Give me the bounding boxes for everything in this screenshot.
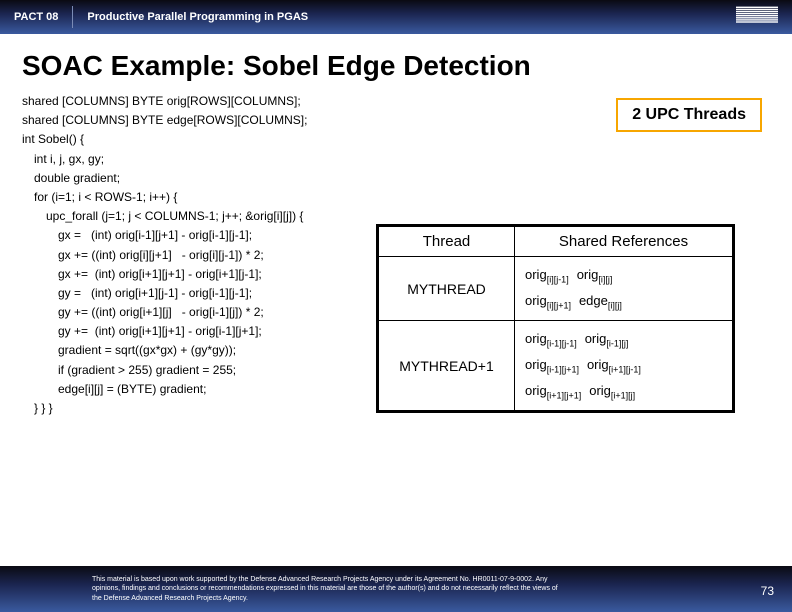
footer-disclaimer: This material is based upon work support… <box>0 575 560 602</box>
slide-footer: This material is based upon work support… <box>0 566 792 612</box>
table-header-thread: Thread <box>379 227 515 257</box>
ref-item: orig[i][j+1] <box>525 289 571 315</box>
ref-item: orig[i+1][j] <box>589 379 635 405</box>
table-header-refs: Shared References <box>515 227 733 257</box>
ref-item: orig[i+1][j-1] <box>587 353 641 379</box>
code-line: for (i=1; i < ROWS-1; i++) { <box>22 188 792 207</box>
shared-refs-table-wrap: Thread Shared References MYTHREADorig[i]… <box>376 224 735 413</box>
code-line: int Sobel() { <box>22 130 792 149</box>
refs-cell: orig[i-1][j-1] orig[i-1][j]orig[i-1][j+1]… <box>515 321 733 411</box>
ref-item: edge[i][j] <box>579 289 622 315</box>
shared-refs-table: Thread Shared References MYTHREADorig[i]… <box>378 226 733 411</box>
ref-item: orig[i+1][j+1] <box>525 379 581 405</box>
thread-cell: MYTHREAD <box>379 257 515 321</box>
upc-threads-box: 2 UPC Threads <box>616 98 762 132</box>
table-row: MYTHREAD orig[i][j-1] orig[i][j]orig[i][j+… <box>379 257 733 321</box>
ref-item: orig[i-1][j-1] <box>525 327 577 353</box>
ref-item: orig[i][j] <box>577 263 613 289</box>
slide-title: SOAC Example: Sobel Edge Detection <box>0 34 792 88</box>
code-line: double gradient; <box>22 169 792 188</box>
header-left: PACT 08 <box>0 6 73 28</box>
thread-cell: MYTHREAD+1 <box>379 321 515 411</box>
slide-header: PACT 08 Productive Parallel Programming … <box>0 0 792 34</box>
page-number: 73 <box>761 584 774 598</box>
ref-item: orig[i][j-1] <box>525 263 569 289</box>
refs-cell: orig[i][j-1] orig[i][j]orig[i][j+1] edge[i… <box>515 257 733 321</box>
ibm-logo-icon <box>736 6 778 24</box>
ref-item: orig[i-1][j] <box>585 327 629 353</box>
table-row: MYTHREAD+1orig[i-1][j-1]orig[i-1][j]orig… <box>379 321 733 411</box>
header-subtitle: Productive Parallel Programming in PGAS <box>73 11 308 23</box>
code-line: int i, j, gx, gy; <box>22 150 792 169</box>
slide-content: shared [COLUMNS] BYTE orig[ROWS][COLUMNS… <box>0 92 792 590</box>
ref-item: orig[i-1][j+1] <box>525 353 579 379</box>
